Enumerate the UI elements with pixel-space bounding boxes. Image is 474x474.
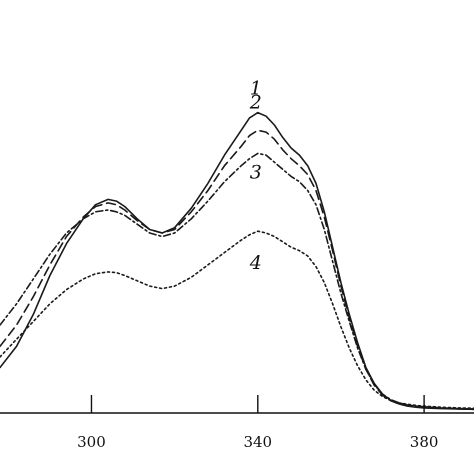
series-2-label: 2 — [249, 91, 262, 113]
series-2-line — [0, 129, 474, 411]
curves-group — [0, 111, 474, 411]
x-ticks-group: 300 340 380 — [77, 395, 438, 451]
series-3-label: 3 — [250, 161, 262, 183]
x-tick-label-300: 300 — [77, 433, 106, 451]
series-4-line — [0, 230, 474, 409]
x-tick-label-340: 340 — [243, 433, 272, 451]
series-3-line — [0, 152, 474, 410]
series-1-line — [0, 111, 474, 411]
x-tick-label-380: 380 — [410, 433, 439, 451]
series-1-label: 1 — [250, 78, 262, 100]
series-labels-group: 12 3 4 — [249, 78, 262, 275]
series-4-label: 4 — [249, 252, 262, 274]
